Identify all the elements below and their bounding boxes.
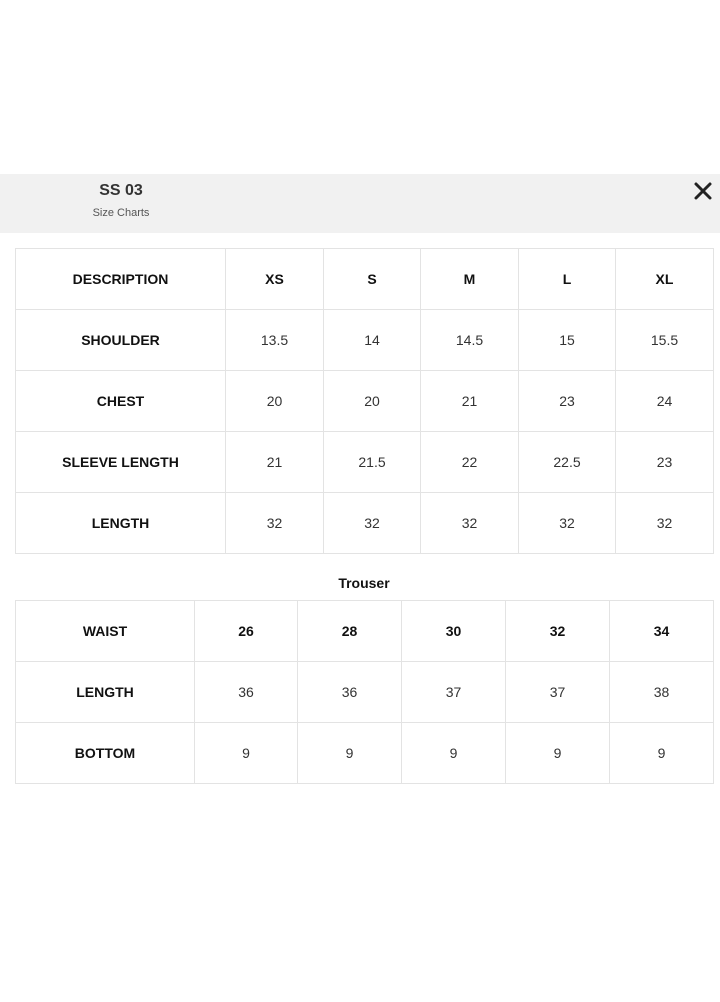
header-cell: L xyxy=(518,248,616,310)
table-cell: 15.5 xyxy=(615,309,714,371)
table-cell: 9 xyxy=(505,722,610,784)
header-row: DESCRIPTION XS S M L XL xyxy=(15,248,714,310)
table-cell: 32 xyxy=(615,492,714,554)
product-title: SS 03 xyxy=(99,182,143,199)
table-cell: 32 xyxy=(518,492,616,554)
table-cell: 36 xyxy=(297,661,402,723)
table-row: LENGTH 32 32 32 32 32 xyxy=(15,492,714,554)
table-cell: 23 xyxy=(615,431,714,493)
table-row: SHOULDER 13.5 14 14.5 15 15.5 xyxy=(15,309,714,371)
table-cell: 22 xyxy=(420,431,519,493)
table-cell: 32 xyxy=(420,492,519,554)
header-cell: 26 xyxy=(194,600,298,662)
table-cell: 13.5 xyxy=(225,309,324,371)
table-cell: 32 xyxy=(225,492,324,554)
shirt-size-table: DESCRIPTION XS S M L XL SHOULDER 13.5 14 14.5 15 15… xyxy=(15,248,714,554)
trouser-section-label: Trouser xyxy=(338,575,390,591)
table-cell: 9 xyxy=(297,722,402,784)
modal-subtitle: Size Charts xyxy=(92,207,150,219)
table-cell: 21 xyxy=(420,370,519,432)
header-cell: DESCRIPTION xyxy=(15,248,226,310)
header-cell: 30 xyxy=(401,600,506,662)
table-cell: 21.5 xyxy=(323,431,421,493)
header-cell: XL xyxy=(615,248,714,310)
table-row: CHEST 20 20 21 23 24 xyxy=(15,370,714,432)
header-cell: S xyxy=(323,248,421,310)
table-row: SLEEVE LENGTH 21 21.5 22 22.5 23 xyxy=(15,431,714,493)
table-cell: 24 xyxy=(615,370,714,432)
table-cell: 22.5 xyxy=(518,431,616,493)
table-cell: 14.5 xyxy=(420,309,519,371)
header-cell: 34 xyxy=(609,600,714,662)
table-cell: 9 xyxy=(401,722,506,784)
header-cell: WAIST xyxy=(15,600,195,662)
table-cell: 15 xyxy=(518,309,616,371)
row-label: LENGTH xyxy=(15,661,195,723)
header-cell: XS xyxy=(225,248,324,310)
close-icon[interactable] xyxy=(692,180,714,202)
table-cell: 9 xyxy=(194,722,298,784)
table-cell: 36 xyxy=(194,661,298,723)
table-cell: 32 xyxy=(323,492,421,554)
table-cell: 9 xyxy=(609,722,714,784)
row-label: CHEST xyxy=(15,370,226,432)
table-cell: 21 xyxy=(225,431,324,493)
table-cell: 20 xyxy=(323,370,421,432)
table-cell: 14 xyxy=(323,309,421,371)
row-label: SHOULDER xyxy=(15,309,226,371)
table-cell: 37 xyxy=(401,661,506,723)
trouser-size-table: WAIST 26 28 30 32 34 LENGTH 36 36 37 37 38 BOTTOM 9 9 9… xyxy=(15,600,714,784)
table-row: BOTTOM 9 9 9 9 9 xyxy=(15,722,714,784)
table-cell: 38 xyxy=(609,661,714,723)
header-cell: M xyxy=(420,248,519,310)
table-cell: 37 xyxy=(505,661,610,723)
table-row: LENGTH 36 36 37 37 38 xyxy=(15,661,714,723)
table-cell: 23 xyxy=(518,370,616,432)
header-cell: 28 xyxy=(297,600,402,662)
table-cell: 20 xyxy=(225,370,324,432)
row-label: BOTTOM xyxy=(15,722,195,784)
modal-header: SS 03 Size Charts xyxy=(0,174,720,233)
row-label: LENGTH xyxy=(15,492,226,554)
row-label: SLEEVE LENGTH xyxy=(15,431,226,493)
header-cell: 32 xyxy=(505,600,610,662)
header-row: WAIST 26 28 30 32 34 xyxy=(15,600,714,662)
